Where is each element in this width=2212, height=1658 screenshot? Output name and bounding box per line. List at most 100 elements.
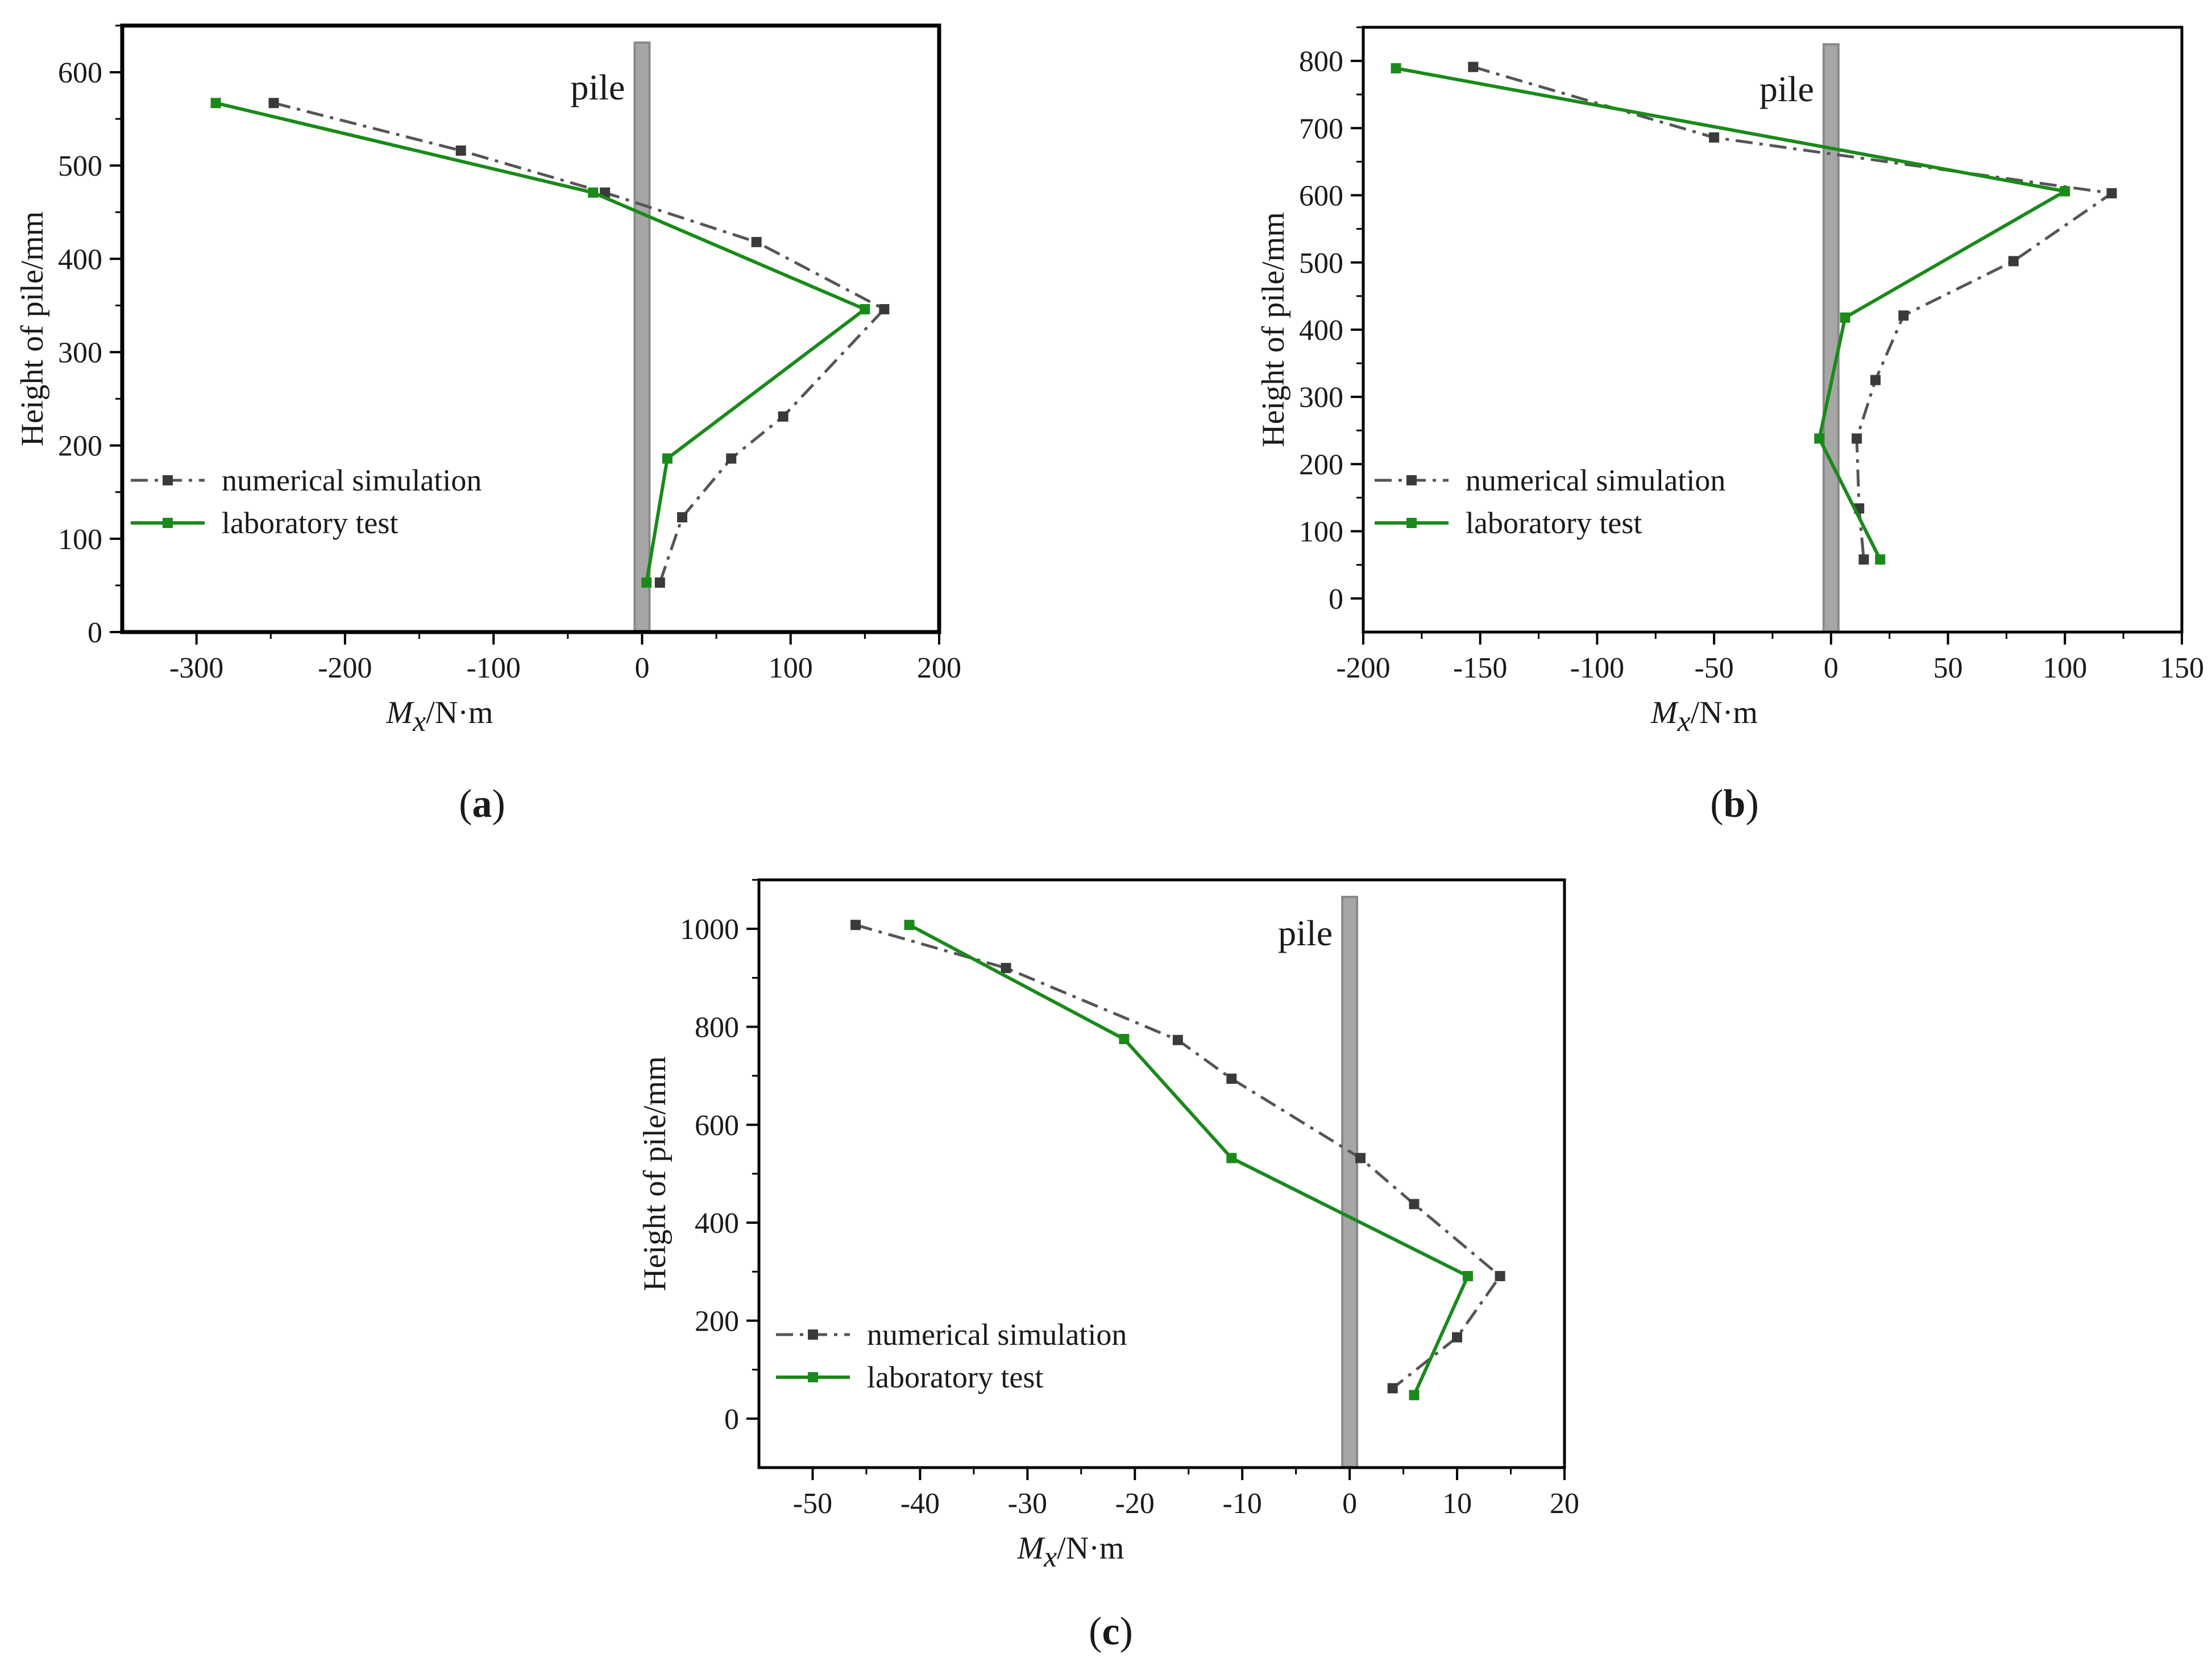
caption-paren-close: ) [492,782,505,826]
y-tick-label: 400 [695,1207,739,1240]
x-tick-label: -200 [1336,652,1390,684]
legend-label: laboratory test [1466,506,1642,540]
x-tick-label: 100 [2043,652,2087,684]
data-point-laboratory-test [1119,1034,1130,1045]
legend-label: numerical simulation [867,1318,1127,1352]
x-tick-label: -10 [1223,1487,1262,1520]
caption-paren-close: ) [1120,1610,1133,1653]
caption-letter: b [1724,782,1746,826]
legend-label: laboratory test [222,506,398,540]
x-tick-label: 20 [1550,1487,1579,1520]
x-tick-label: 0 [634,652,649,684]
data-point-laboratory-test [1814,433,1825,444]
data-point-numerical-simulation [1852,433,1862,444]
data-point-numerical-simulation [1870,375,1881,385]
data-point-numerical-simulation [726,453,737,464]
data-point-numerical-simulation [455,145,466,156]
chart-panel-b: pile -200 -150 -100 -50 0 50 100 150 0 100 200 300 40… [1256,26,2204,826]
y-tick-label: 600 [58,57,102,89]
x-tick-label: -100 [1570,652,1624,684]
data-point-numerical-simulation [2106,188,2117,199]
data-point-numerical-simulation [1172,1034,1183,1045]
y-axis-label: Height of pile/mm [15,211,50,447]
legend-marker [1406,518,1417,528]
chart-panel-c: pile-50 -40 -30 -20 -10 0 10 200200400600800100… [637,878,1579,1653]
data-point-laboratory-test [2060,186,2070,197]
data-point-numerical-simulation [2008,256,2019,267]
x-tick-label: 0 [1824,652,1839,684]
data-point-numerical-simulation [1001,963,1011,974]
data-point-laboratory-test [1840,312,1850,323]
x-tick-label: -40 [900,1487,940,1520]
data-point-numerical-simulation [654,577,665,588]
chart-panel-a: pile -300 -200 -100 0 100 200 0 100 200 300 400 500 6… [15,23,961,826]
x-axis-label-sub: x [1043,1541,1057,1573]
y-tick-label: 800 [1299,45,1343,78]
y-tick-label: 0 [1329,583,1343,616]
data-point-numerical-simulation [879,304,890,315]
panel-caption: (b) [1710,782,1759,826]
data-point-numerical-simulation [677,512,687,523]
y-tick-label: 400 [1299,314,1343,347]
data-point-numerical-simulation [778,411,788,422]
x-tick-label: 100 [769,652,813,684]
x-axis-label-sub: x [1677,705,1691,738]
pile-bar [1822,43,1840,633]
legend-marker [808,1372,818,1382]
x-tick-label: 200 [917,652,961,684]
data-point-laboratory-test [1462,1271,1473,1282]
data-point-numerical-simulation [1452,1332,1463,1343]
x-tick-label: -20 [1115,1487,1155,1520]
data-point-numerical-simulation [850,920,861,930]
data-point-laboratory-test [1875,554,1886,565]
x-axis-label: Mx/N·m [1650,695,1758,738]
x-tick-label: -200 [318,652,372,684]
x-tick-label: 0 [1342,1487,1357,1520]
pile-label: pile [570,67,625,107]
plot-frame [1362,26,2184,634]
data-point-numerical-simulation [1409,1199,1420,1210]
caption-letter: a [472,782,492,826]
y-tick-label: 300 [58,337,102,369]
x-axis-label-unit: /N·m [1691,695,1758,730]
data-point-numerical-simulation [1858,554,1869,565]
caption-paren-open: ( [1710,782,1723,826]
y-tick-label: 100 [1299,516,1343,548]
y-tick-label: 200 [1299,448,1343,481]
y-tick-label: 800 [695,1012,739,1044]
panel-caption: (c) [1089,1610,1133,1653]
x-tick-label: -100 [467,652,521,684]
data-point-numerical-simulation [1495,1271,1505,1282]
pile-bar [633,41,651,633]
series-line-numerical-simulation [273,101,887,583]
pile-label: pile [1278,913,1333,953]
legend-marker [163,475,173,485]
y-tick-label: 200 [695,1306,739,1338]
data-point-numerical-simulation [1226,1073,1237,1084]
data-point-laboratory-test [1409,1390,1420,1401]
y-tick-label: 1000 [680,913,739,946]
legend-marker [808,1329,818,1340]
x-tick-label: 150 [2160,652,2204,684]
data-point-numerical-simulation [268,98,279,109]
x-tick-label: 50 [1933,652,1963,684]
x-axis-label-var: M [1017,1531,1046,1566]
caption-paren-close: ) [1745,782,1758,826]
y-axis-label: Height of pile/mm [1256,212,1291,447]
plot-frame [120,23,941,634]
legend-marker [163,518,173,528]
data-point-laboratory-test [210,98,221,109]
y-tick-label: 300 [1299,381,1343,414]
pile-label: pile [1759,69,1814,109]
caption-paren-open: ( [459,782,472,826]
data-point-numerical-simulation [1468,61,1479,72]
legend-label: numerical simulation [222,463,482,497]
data-point-laboratory-test [1391,63,1401,74]
data-point-laboratory-test [662,453,673,464]
y-tick-label: 500 [1299,247,1343,280]
y-tick-label: 700 [1299,113,1343,145]
x-axis-label-unit: /N·m [426,695,493,730]
y-tick-label: 100 [58,523,102,556]
data-point-laboratory-test [641,577,652,588]
